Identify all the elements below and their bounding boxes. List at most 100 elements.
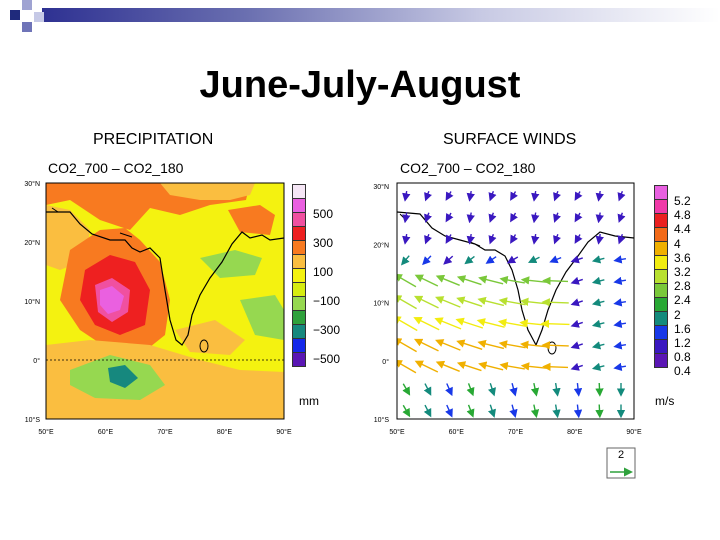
header-gradient-bar	[42, 8, 720, 22]
wind-vector	[591, 276, 605, 285]
winds-subtitle: CO2_700 – CO2_180	[400, 160, 536, 176]
wind-xtick: 70°E	[508, 428, 524, 436]
wind-vector	[466, 233, 475, 245]
colorbar-label: 0.8	[674, 350, 691, 365]
wind-vector	[591, 298, 605, 307]
precip-ytick: 10°S	[25, 416, 41, 424]
wind-vector	[414, 360, 439, 373]
colorbar-swatch	[292, 226, 306, 241]
wind-vector	[464, 255, 475, 265]
winds-heading: SURFACE WINDS	[443, 131, 577, 148]
wind-vector	[435, 360, 460, 372]
wind-ytick: 10°N	[373, 300, 389, 308]
wind-vector	[488, 191, 497, 202]
wind-vector	[570, 298, 583, 307]
colorbar-swatch	[654, 199, 668, 214]
wind-vector	[541, 298, 569, 307]
precip-xtick: 80°E	[217, 428, 233, 436]
colorbar-swatch	[292, 282, 306, 297]
wind-vector	[487, 383, 496, 397]
wind-vector	[552, 382, 561, 397]
wind-xtick: 50°E	[389, 428, 405, 436]
precip-heading: PRECIPITATION	[93, 131, 214, 148]
colorbar-label: 1.6	[674, 321, 691, 336]
wind-vector	[570, 341, 583, 350]
colorbar-label: 3.6	[674, 250, 691, 265]
wind-vector	[413, 338, 439, 352]
colorbar-label: −300	[313, 323, 341, 337]
wind-vector	[400, 255, 410, 266]
colorbar-label: 2	[674, 307, 681, 322]
wind-xtick: 60°E	[449, 428, 465, 436]
wind-vector	[424, 191, 432, 202]
wind-ytick: 20°N	[373, 241, 389, 249]
colorbar-label: 4.8	[674, 208, 691, 223]
colorbar-swatch	[654, 227, 668, 242]
wind-vector	[397, 337, 417, 353]
wind-vector	[613, 362, 627, 372]
colorbar-label: 4.4	[674, 222, 691, 237]
reference-vector-box	[606, 447, 636, 479]
wind-vector	[552, 404, 561, 419]
wind-vector	[595, 233, 604, 245]
wind-vector	[542, 276, 569, 285]
wind-vector	[510, 212, 518, 223]
precip-ytick: 10°N	[24, 298, 40, 306]
wind-xtick: 90°E	[626, 428, 642, 436]
colorbar-swatch	[292, 198, 306, 213]
wind-vector	[397, 316, 418, 332]
wind-unit: m/s	[655, 394, 675, 408]
wind-vector	[456, 296, 483, 307]
wind-vector	[397, 273, 417, 288]
precip-unit: mm	[299, 394, 319, 408]
wind-vector	[435, 274, 460, 286]
wind-vector	[435, 296, 461, 308]
colorbar-swatch	[292, 310, 306, 325]
header-square-mid	[22, 22, 32, 32]
colorbar-label: 2.4	[674, 293, 691, 308]
colorbar-swatch	[292, 184, 306, 199]
wind-vector	[488, 212, 497, 223]
wind-vector	[443, 255, 454, 265]
wind-vector	[423, 404, 432, 418]
wind-vector	[613, 319, 627, 329]
wind-vector	[414, 274, 439, 287]
wind-vector	[613, 298, 627, 307]
wind-vector	[617, 234, 626, 245]
wind-vector	[424, 234, 432, 245]
wind-vector	[531, 190, 540, 202]
wind-vector	[591, 362, 605, 371]
wind-vector	[549, 255, 562, 264]
wind-vector	[595, 190, 604, 202]
wind-vector	[510, 234, 518, 244]
wind-vector	[434, 317, 462, 330]
precip-xtick: 70°E	[157, 428, 173, 436]
precip-map	[46, 183, 284, 419]
slide-title: June-July-August	[199, 64, 521, 106]
colorbar-swatch	[654, 185, 668, 200]
wind-vector	[570, 276, 583, 285]
wind-vector	[509, 404, 518, 419]
wind-vector	[423, 383, 432, 396]
wind-vector	[466, 212, 475, 224]
colorbar-swatch	[654, 241, 668, 256]
colorbar-swatch	[292, 296, 306, 311]
wind-vector	[485, 255, 497, 264]
reference-vector-label: 2	[618, 449, 625, 461]
wind-vector	[402, 404, 411, 418]
wind-vector	[531, 212, 540, 224]
wind-map-frame	[396, 182, 635, 420]
precip-subtitle: CO2_700 – CO2_180	[48, 160, 184, 176]
wind-vector	[553, 212, 561, 223]
wind-vector	[530, 404, 540, 419]
colorbar-label: 0.4	[674, 364, 691, 379]
wind-vector	[595, 382, 604, 397]
colorbar-label: 500	[313, 207, 334, 221]
colorbar-swatch	[654, 325, 668, 340]
wind-vector	[456, 361, 482, 372]
wind-map	[397, 183, 634, 419]
axis-ticks: 30°N 20°N 10°N 0° 10°S 50°E 60°E 70°E 80°E 90°E 30…	[24, 180, 642, 436]
wind-vector	[510, 191, 518, 201]
wind-vector	[445, 191, 454, 201]
